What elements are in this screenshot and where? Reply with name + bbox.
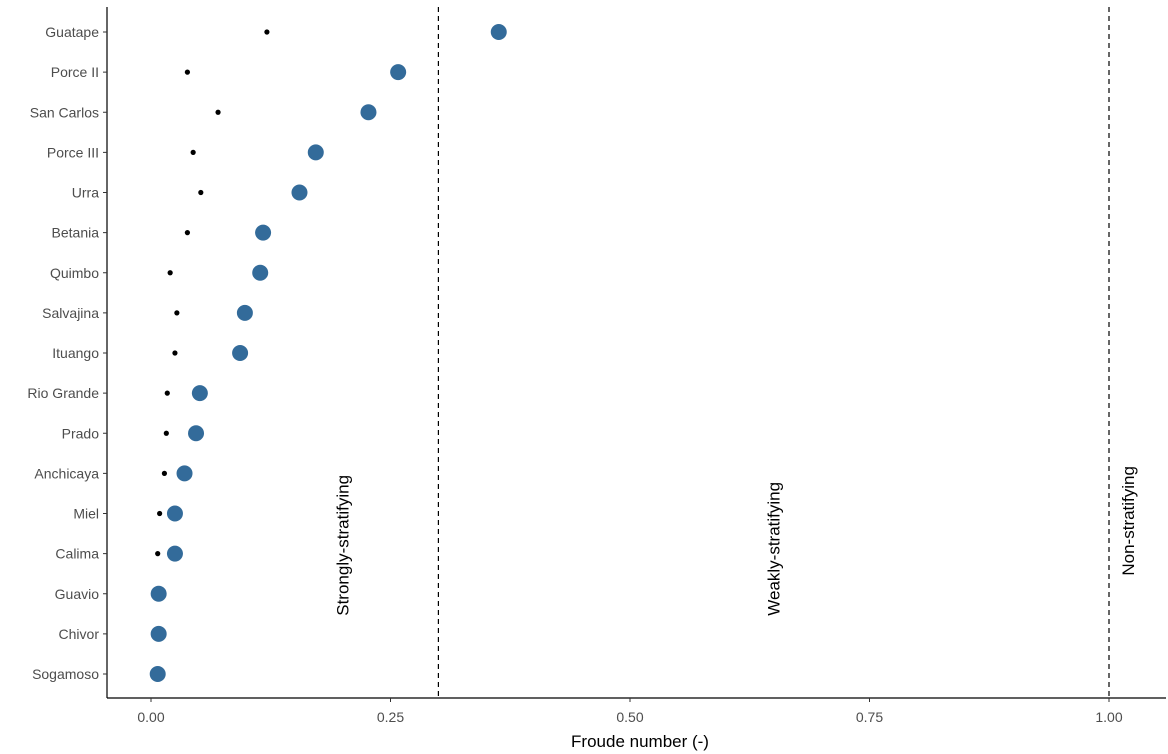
data-point-miel-s0 [157, 510, 163, 517]
y-tick-label: Sogamoso [32, 666, 99, 682]
data-point-salvajina-s0 [174, 310, 180, 316]
y-tick-label: Salvajina [42, 305, 99, 321]
data-point-prado-s1 [188, 425, 205, 442]
data-point-guavio-s1 [150, 585, 167, 602]
data-point-urra-s1 [291, 184, 308, 201]
x-tick-label: 0.25 [377, 709, 404, 725]
y-tick-label: Rio Grande [27, 385, 99, 401]
y-tick-label: Quimbo [50, 265, 99, 281]
x-tick-label: 0.00 [137, 709, 164, 725]
y-tick-label: San Carlos [30, 104, 99, 120]
axes-layer [106, 7, 1166, 699]
data-point-porce-ii-s1 [390, 64, 407, 81]
x-axis-title: Froude number (-) [571, 732, 709, 751]
x-tick-label: 0.50 [616, 709, 643, 725]
data-point-anchicaya-s0 [161, 470, 168, 476]
data-point-calima-s1 [166, 545, 183, 562]
data-point-miel-s1 [166, 505, 183, 522]
data-point-quimbo-s0 [167, 270, 173, 276]
data-point-sogamoso-s1 [149, 666, 166, 682]
reference-lines [437, 7, 1110, 698]
y-tick-label: Porce II [51, 64, 99, 80]
data-point-betania-s1 [255, 224, 272, 241]
data-point-quimbo-s1 [252, 264, 269, 281]
data-point-betania-s0 [184, 230, 191, 236]
data-point-guatape-s1 [490, 24, 507, 40]
y-tick-label: Chivor [59, 626, 100, 642]
y-axis-ticks: Guatape Porce II San Carlos Porce III Urra Be… [27, 24, 107, 682]
x-axis-ticks: 0.00 0.25 0.50 0.75 1.00 [137, 698, 1123, 725]
y-tick-label: Betania [52, 225, 100, 241]
annotation-0: Strongly-stratifying [334, 475, 353, 616]
y-tick-label: Calima [55, 546, 99, 562]
y-tick-label: Prado [62, 425, 100, 441]
x-tick-label: 0.75 [856, 709, 883, 725]
data-point-ituango-s1 [232, 345, 249, 361]
y-tick-label: Porce III [47, 144, 99, 160]
data-point-porce-ii-s0 [184, 69, 191, 75]
annotation-2: Non-stratifying [1119, 466, 1138, 576]
y-tick-label: Guavio [55, 586, 100, 602]
y-tick-label: Guatape [45, 24, 99, 40]
data-point-chivor-s1 [150, 625, 167, 642]
data-point-ituango-s0 [172, 350, 178, 356]
data-point-salvajina-s1 [236, 304, 253, 321]
data-point-calima-s0 [155, 551, 161, 557]
x-tick-label: 1.00 [1095, 709, 1122, 725]
annotation-1: Weakly-stratifying [765, 482, 784, 616]
data-point-prado-s0 [163, 430, 169, 436]
y-tick-label: Anchicaya [34, 465, 99, 481]
data-point-rio-grande-s1 [191, 385, 208, 402]
data-point-san-carlos-s0 [215, 109, 221, 115]
data-point-porce-iii-s0 [190, 149, 196, 155]
data-point-porce-iii-s1 [307, 144, 324, 161]
data-point-rio-grande-s0 [164, 390, 170, 396]
annotation-layer: Strongly-stratifying Weakly-stratifying No… [334, 466, 1139, 616]
data-point-urra-s0 [198, 189, 204, 196]
y-tick-label: Ituango [52, 345, 99, 361]
data-point-anchicaya-s1 [176, 465, 193, 482]
y-tick-label: Urra [72, 185, 99, 201]
data-point-san-carlos-s1 [360, 104, 377, 121]
data-point-guatape-s0 [264, 29, 270, 35]
y-tick-label: Miel [73, 506, 99, 522]
series-layer [149, 24, 507, 682]
